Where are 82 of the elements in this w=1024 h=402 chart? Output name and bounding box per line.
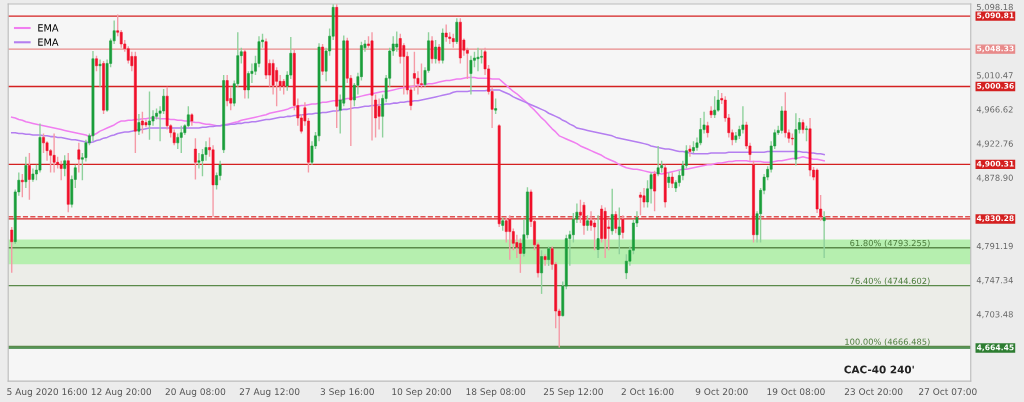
candlestick xyxy=(780,105,784,135)
candlestick xyxy=(395,30,399,53)
candlestick xyxy=(102,60,105,115)
y-tick-label: 4,878.90 xyxy=(976,174,1013,182)
candlestick xyxy=(540,249,543,295)
y-tick-label: 5,098.18 xyxy=(976,3,1013,11)
candlestick xyxy=(321,43,324,76)
candlestick xyxy=(621,214,625,240)
candlestick xyxy=(582,201,586,236)
annotation: CAC-40 240' xyxy=(844,365,914,374)
candlestick xyxy=(469,54,473,96)
x-tick-label: 2 Oct 16:00 xyxy=(621,388,674,396)
x-tick-label: 20 Aug 08:00 xyxy=(165,388,226,397)
candlestick xyxy=(10,226,14,274)
candlestick xyxy=(596,214,600,259)
y-tick-label: 4,922.76 xyxy=(976,140,1013,148)
candlestick xyxy=(543,253,547,267)
candlestick xyxy=(547,245,551,267)
annotation: 100.00% (4666.485) xyxy=(845,338,930,346)
candlestick xyxy=(77,142,81,174)
x-tick-label: 5 Aug 2020 16:00 xyxy=(7,388,87,397)
y-tick-label: 4,966.62 xyxy=(976,106,1013,114)
candlestick xyxy=(688,144,692,158)
candlestick xyxy=(133,51,137,154)
candlestick xyxy=(28,152,31,201)
annotation: 61.80% (4793.255) xyxy=(850,239,930,248)
y-tick-label: 4,747.34 xyxy=(976,277,1013,285)
candlestick xyxy=(790,132,794,146)
x-tick-label: 23 Oct 20:00 xyxy=(844,388,903,396)
candlestick xyxy=(148,90,151,141)
candlestick xyxy=(377,97,381,131)
x-tick-label: 9 Oct 20:00 xyxy=(695,388,748,396)
candlestick xyxy=(706,121,709,139)
candlestick xyxy=(741,105,745,135)
candlestick xyxy=(225,74,229,107)
candlestick xyxy=(275,66,279,107)
candlestick xyxy=(402,42,406,96)
candlestick xyxy=(95,54,98,72)
y-tick-label: 5,010.47 xyxy=(976,72,1013,80)
y-tick-label: 4,703.48 xyxy=(976,311,1013,319)
candlestick xyxy=(579,198,582,224)
x-tick-label: 25 Sep 12:00 xyxy=(543,388,603,397)
candlestick xyxy=(508,214,512,261)
candlestick xyxy=(430,35,434,65)
candlestick xyxy=(822,210,826,259)
candlestick xyxy=(617,206,621,255)
candlestick xyxy=(476,47,480,72)
candlestick xyxy=(437,43,441,65)
candlestick xyxy=(656,145,660,178)
candlestick xyxy=(692,140,695,154)
candlestick xyxy=(137,113,141,136)
candlestick xyxy=(455,17,459,45)
candlestick xyxy=(752,160,755,244)
x-tick-label: 18 Sep 08:00 xyxy=(466,388,526,397)
candlestick xyxy=(20,173,24,199)
legend-label: EMA xyxy=(38,24,59,32)
candlestick xyxy=(519,237,522,274)
candlestick xyxy=(63,154,67,178)
candlestick xyxy=(639,191,642,216)
x-tick-label: 3 Sep 16:00 xyxy=(320,388,374,397)
candlestick xyxy=(98,58,102,88)
candlestick xyxy=(52,132,56,174)
candlestick xyxy=(653,170,656,213)
candlestick xyxy=(434,39,437,65)
candlestick xyxy=(610,188,614,236)
candlestick xyxy=(586,214,589,232)
candlestick xyxy=(614,210,618,234)
x-tick-label: 27 Oct 07:00 xyxy=(919,388,977,396)
x-tick-label: 10 Sep 20:00 xyxy=(392,388,451,397)
candlestick xyxy=(783,91,787,139)
candlestick xyxy=(59,160,63,181)
candlestick xyxy=(24,156,28,189)
candlestick xyxy=(194,137,197,181)
y-tick-label: 4,791.19 xyxy=(976,242,1013,251)
candlestick xyxy=(805,125,808,142)
legend-label: EMA xyxy=(38,38,59,46)
candlestick xyxy=(141,111,144,135)
x-tick-label: 27 Aug 12:00 xyxy=(239,388,300,397)
x-tick-label: 12 Aug 20:00 xyxy=(91,388,152,397)
candlestick xyxy=(649,171,653,205)
annotation: 76.40% (4744.602) xyxy=(850,277,930,285)
x-tick-label: 19 Oct 08:00 xyxy=(767,388,825,396)
